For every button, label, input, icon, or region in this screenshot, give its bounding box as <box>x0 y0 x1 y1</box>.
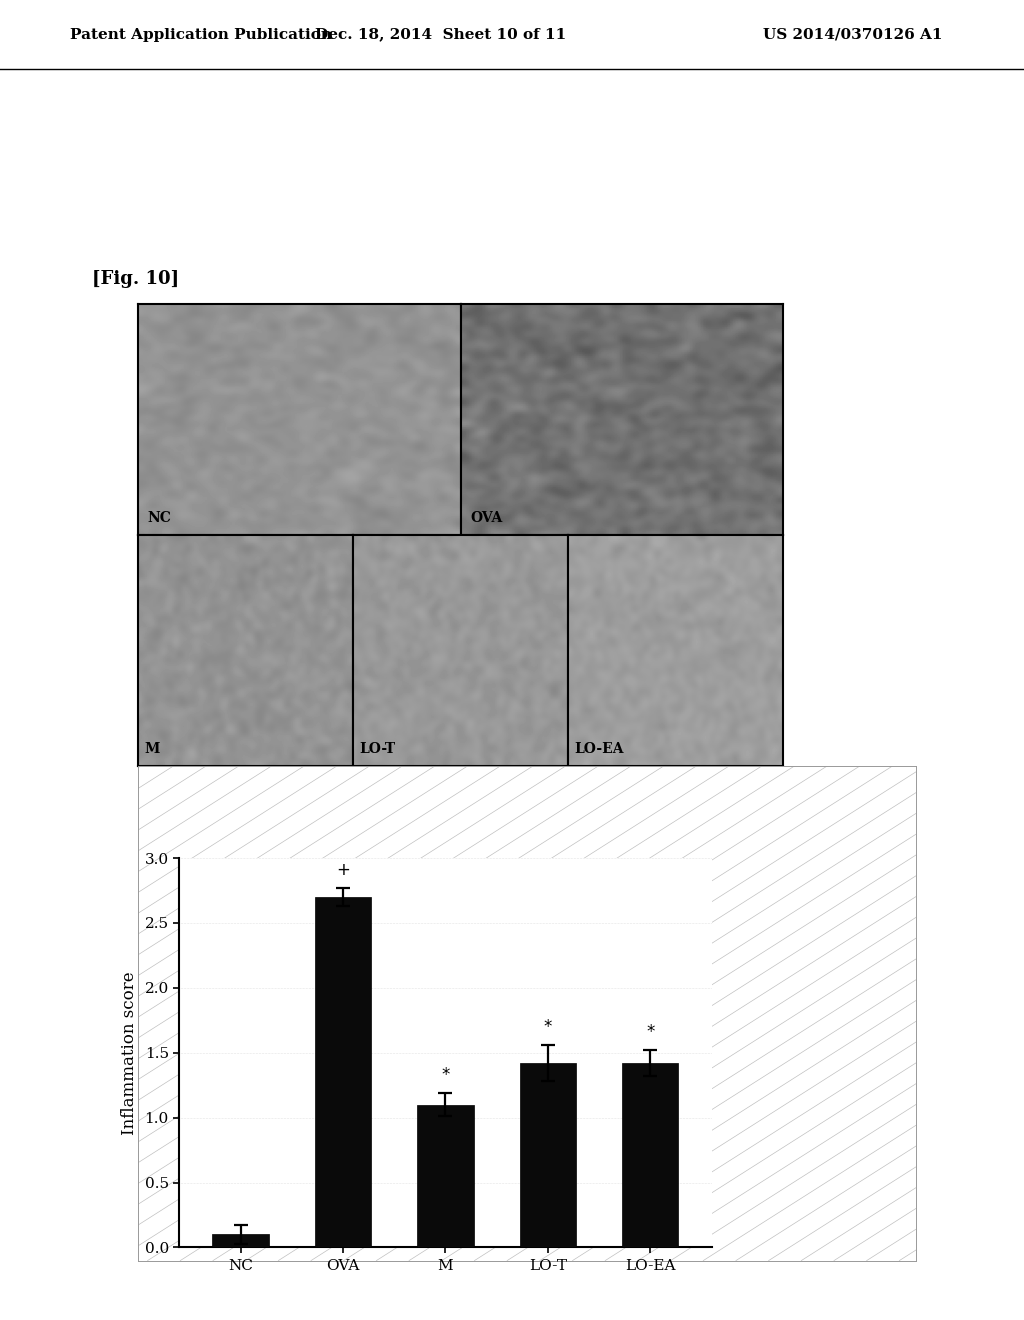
Bar <box>418 1105 474 1247</box>
Text: [Fig. 10]: [Fig. 10] <box>92 269 179 288</box>
Text: Dec. 18, 2014  Sheet 10 of 11: Dec. 18, 2014 Sheet 10 of 11 <box>314 28 566 42</box>
Text: OVA: OVA <box>470 511 503 525</box>
Text: +: + <box>336 861 350 879</box>
Text: *: * <box>544 1018 552 1036</box>
Bar <box>520 1063 577 1247</box>
Bar <box>623 1063 679 1247</box>
Text: *: * <box>441 1065 450 1084</box>
Text: LO-T: LO-T <box>359 742 396 756</box>
Text: NC: NC <box>147 511 172 525</box>
Text: M: M <box>144 742 160 756</box>
Y-axis label: Inflammation score: Inflammation score <box>121 972 137 1134</box>
Text: US 2014/0370126 A1: US 2014/0370126 A1 <box>763 28 942 42</box>
Bar <box>315 898 371 1247</box>
Bar <box>213 1234 268 1247</box>
Text: LO-EA: LO-EA <box>574 742 625 756</box>
Text: Patent Application Publication: Patent Application Publication <box>70 28 332 42</box>
Text: *: * <box>646 1023 654 1041</box>
